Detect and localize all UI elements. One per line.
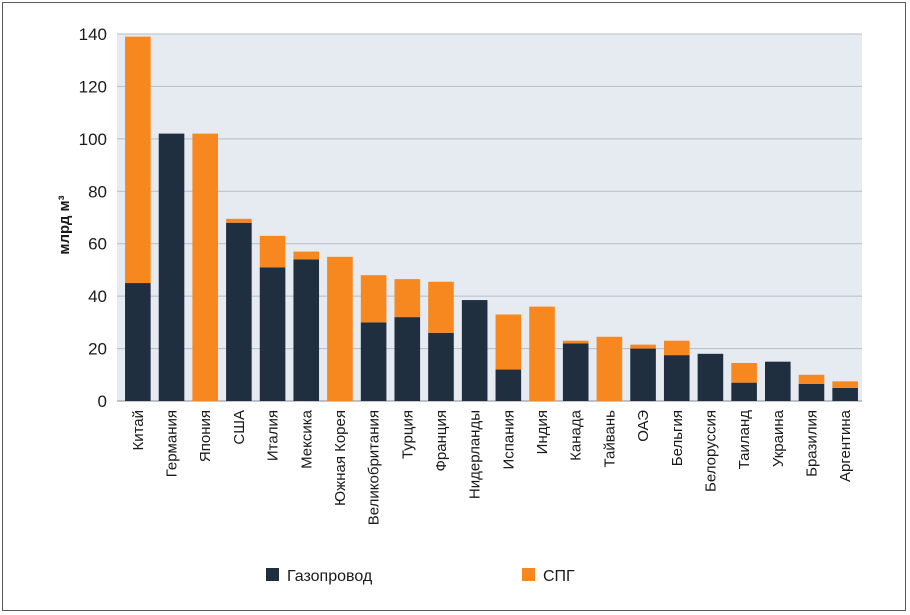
bar-lng bbox=[495, 314, 522, 370]
x-category-label: Германия bbox=[164, 410, 181, 477]
x-category-label: Испания bbox=[500, 410, 517, 470]
x-category-label: Нидерланды bbox=[467, 410, 484, 499]
bar-pipeline bbox=[562, 343, 589, 401]
y-tick-label: 80 bbox=[88, 182, 107, 201]
y-tick-label: 100 bbox=[79, 130, 107, 149]
bar-pipeline bbox=[798, 383, 825, 401]
bar-lng bbox=[192, 133, 219, 401]
bar-lng bbox=[327, 256, 353, 401]
legend-swatch-pipeline bbox=[266, 568, 279, 581]
legend: Газопровод СПГ bbox=[266, 568, 575, 585]
bar-lng bbox=[529, 306, 555, 401]
bar-pipeline bbox=[125, 283, 151, 401]
legend-swatch-lng bbox=[522, 568, 535, 581]
legend-label-pipeline: Газопровод bbox=[287, 568, 373, 585]
x-category-label: Тайвань bbox=[601, 410, 618, 468]
bar-pipeline bbox=[630, 348, 656, 401]
x-category-label: Канада bbox=[568, 409, 585, 460]
x-category-label: Турция bbox=[399, 410, 416, 459]
x-category-label: Таиланд bbox=[736, 410, 753, 470]
y-tick-label: 60 bbox=[88, 235, 107, 254]
x-category-label: США bbox=[231, 410, 248, 445]
bar-pipeline bbox=[461, 300, 488, 401]
x-category-label: Великобритания bbox=[366, 410, 383, 525]
x-category-label: Япония bbox=[197, 410, 214, 462]
x-category-label: Украина bbox=[770, 409, 787, 467]
x-category-label: Южная Корея bbox=[332, 410, 349, 506]
x-category-label: Китай bbox=[130, 410, 147, 451]
x-category-label: ОАЭ bbox=[635, 410, 652, 442]
bar-pipeline bbox=[259, 267, 286, 401]
x-category-label: Франция bbox=[433, 410, 450, 471]
bar-pipeline bbox=[697, 353, 724, 401]
bar-lng bbox=[125, 36, 151, 284]
bar-lng bbox=[832, 381, 858, 388]
bar-lng bbox=[663, 340, 690, 356]
x-category-label: Белоруссия bbox=[702, 410, 719, 492]
y-axis-label: млрд м³ bbox=[56, 195, 73, 254]
bar-pipeline bbox=[832, 387, 858, 401]
bar-pipeline bbox=[428, 332, 454, 401]
bar-lng bbox=[259, 235, 286, 268]
bar-lng bbox=[798, 374, 825, 384]
y-tick-label: 20 bbox=[88, 340, 107, 359]
legend-label-lng: СПГ bbox=[543, 568, 575, 585]
y-tick-label: 40 bbox=[88, 287, 107, 306]
bar-pipeline bbox=[360, 322, 387, 401]
bar-lng bbox=[630, 344, 656, 349]
x-axis-categories: Китай Германия Япония США Италия Мексика Южная… bbox=[130, 409, 854, 525]
bar-pipeline bbox=[764, 361, 791, 401]
bar-lng bbox=[360, 275, 387, 323]
x-category-label: Аргентина bbox=[837, 409, 854, 482]
bar-pipeline bbox=[226, 222, 252, 401]
y-tick-label: 0 bbox=[98, 392, 107, 411]
bar-lng bbox=[428, 281, 454, 333]
y-axis-ticks: 0 20 40 60 80 100 120 140 bbox=[79, 25, 107, 411]
bar-lng bbox=[731, 362, 757, 383]
bar-lng bbox=[394, 279, 421, 318]
bar-pipeline bbox=[158, 133, 185, 401]
bar-pipeline bbox=[731, 382, 757, 401]
bar-lng bbox=[226, 218, 252, 223]
x-category-label: Бразилия bbox=[803, 410, 820, 477]
y-tick-label: 140 bbox=[79, 25, 107, 44]
x-category-label: Бельгия bbox=[669, 410, 686, 466]
bar-pipeline bbox=[663, 355, 690, 401]
bar-lng bbox=[596, 336, 623, 401]
bar-lng bbox=[562, 340, 589, 344]
bars bbox=[125, 36, 858, 401]
x-category-label: Мексика bbox=[298, 409, 315, 469]
y-tick-label: 120 bbox=[79, 77, 107, 96]
bar-pipeline bbox=[495, 369, 522, 401]
bar-lng bbox=[293, 251, 320, 260]
x-category-label: Италия bbox=[265, 410, 282, 461]
x-category-label: Индия bbox=[534, 410, 551, 454]
bar-pipeline bbox=[394, 317, 421, 401]
bar-pipeline bbox=[293, 259, 320, 401]
